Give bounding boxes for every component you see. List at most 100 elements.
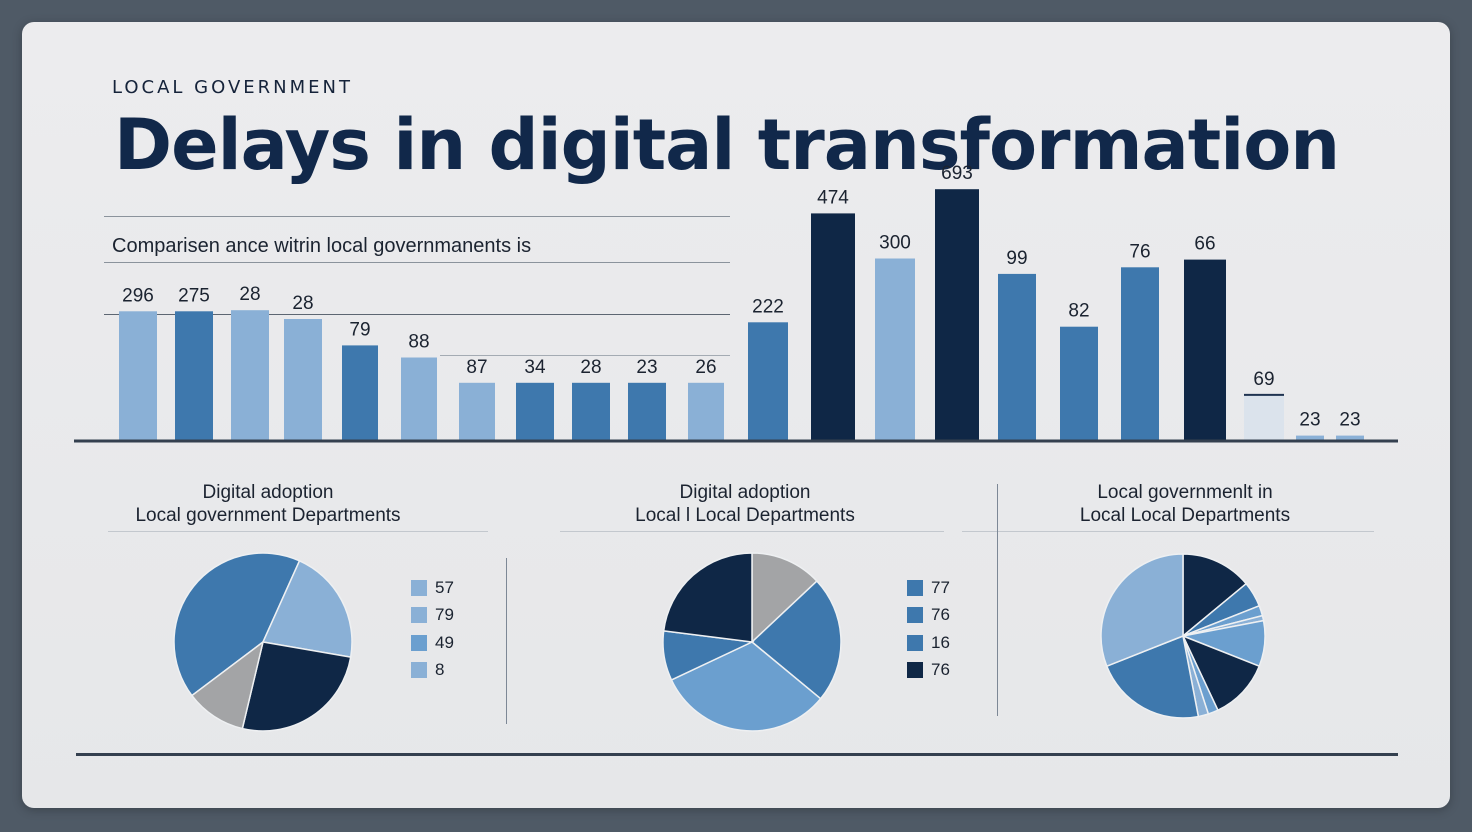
subtitle-bottom-rule [104,262,730,263]
legend-swatch [411,607,427,624]
bar-6 [401,357,437,440]
bar-10-label: 23 [636,357,657,378]
bar-5-label: 79 [349,319,370,340]
footer-rule [76,753,1398,756]
pie-2-title-rule [560,531,944,532]
bar-9-label: 28 [580,357,601,378]
bar-22 [1336,435,1364,440]
section-kicker: LOCAL GOVERNMENT [112,77,354,98]
bar-3-label: 28 [239,284,260,305]
bar-14-label: 300 [879,233,911,254]
legend-swatch [907,579,923,596]
pie-2-slice-2 [750,580,842,700]
bar-5 [342,345,378,440]
page-title: Delays in digital transformation [114,104,1340,186]
bar-9 [572,382,610,440]
legend-item: 57 [411,574,454,602]
legend-label: 79 [435,605,454,625]
bar-21 [1296,435,1324,440]
bar-1 [119,311,157,440]
bar-22-label: 23 [1339,410,1360,431]
legend-item: 79 [411,602,454,630]
bar-11-label: 26 [695,357,716,378]
pie-1-slice-1 [173,552,301,697]
legend-swatch [411,662,427,679]
legend-label: 57 [435,577,454,597]
pie-1-title: Digital adoption Local government Depart… [108,481,428,527]
legend-item: 49 [411,629,454,657]
pie-2-title-line-1: Digital adoption [679,482,811,503]
subtitle-top-rule [104,216,730,217]
bar-19 [1184,259,1226,440]
pie-2-slice-1 [751,552,818,644]
pie-1-slice-3 [241,641,352,732]
bar-13-label: 474 [817,187,849,208]
bar-2 [175,311,213,440]
pie-1-title-line-2: Local government Departments [135,505,401,526]
legend-label: 76 [931,660,950,680]
bar-16 [998,273,1036,440]
bar-21-label: 23 [1299,410,1320,431]
bar-13 [811,213,855,440]
pie-2-title: Digital adoption Local l Local Departmen… [585,481,905,527]
pie-2-title-line-2: Local l Local Departments [635,505,855,526]
bar-7 [459,382,495,440]
bar-20 [1244,394,1284,440]
bar-6-label: 88 [408,332,429,353]
bar-18 [1121,267,1159,440]
bar-4 [284,319,322,440]
bar-20-label: 69 [1253,369,1274,390]
pie-3-title-line-2: Local Local Departments [1079,505,1291,526]
bar-4-label: 28 [292,293,313,314]
pie-1-slice-4 [190,640,265,730]
legend-label: 76 [931,605,950,625]
bar-18-label: 76 [1129,241,1150,262]
pie-3-slice-1 [1182,553,1248,638]
bar-15 [935,189,979,440]
legend-swatch [907,634,923,651]
legend-swatch [907,607,923,624]
legend-swatch [411,634,427,651]
pie-3-title-line-1: Local governmenlt in [1097,482,1273,503]
bar-17 [1060,326,1098,440]
bar-1-label: 296 [122,285,154,306]
pie-3-slice-6 [1181,634,1261,712]
pie-1-title-line-1: Digital adoption [202,482,334,503]
bar-16-label: 99 [1006,248,1027,269]
legend-label: 8 [435,660,445,680]
bar-15-label: 693 [941,163,973,184]
legend-item: 8 [411,657,454,685]
bar-11 [688,382,724,440]
pie-3-slice-10 [1100,553,1184,668]
bar-19-label: 66 [1194,234,1215,255]
bar-guide-line [104,314,730,315]
pie-1-legend: 57 79 49 8 [411,574,454,684]
bar-2-label: 275 [178,285,210,306]
bar-3 [231,310,269,440]
bar-14 [875,258,915,440]
pie-3-title-rule [962,531,1374,532]
legend-swatch [907,662,923,679]
legend-label: 16 [931,632,950,652]
bar-guide-line-2 [440,355,730,356]
legend-item: 16 [907,629,950,657]
legend-label: 49 [435,632,454,652]
bar-17-label: 82 [1068,301,1089,322]
legend-item: 77 [907,574,950,602]
bar-12 [748,322,788,440]
bar-8 [516,382,554,440]
legend-item: 76 [907,657,950,685]
pie-separator-1 [506,558,507,724]
bar-8-label: 34 [524,357,546,378]
pie-3-title: Local governmenlt in Local Local Departm… [1025,481,1345,527]
chart-subtitle: Comparisen ance witrin local governmanen… [112,235,532,257]
bar-10 [628,382,666,440]
legend-label: 77 [931,577,950,597]
legend-item: 76 [907,602,950,630]
pie-separator-2 [997,484,998,716]
legend-swatch [411,579,427,596]
bar-12-label: 222 [752,296,784,317]
pie-1-slice-2 [261,559,353,659]
